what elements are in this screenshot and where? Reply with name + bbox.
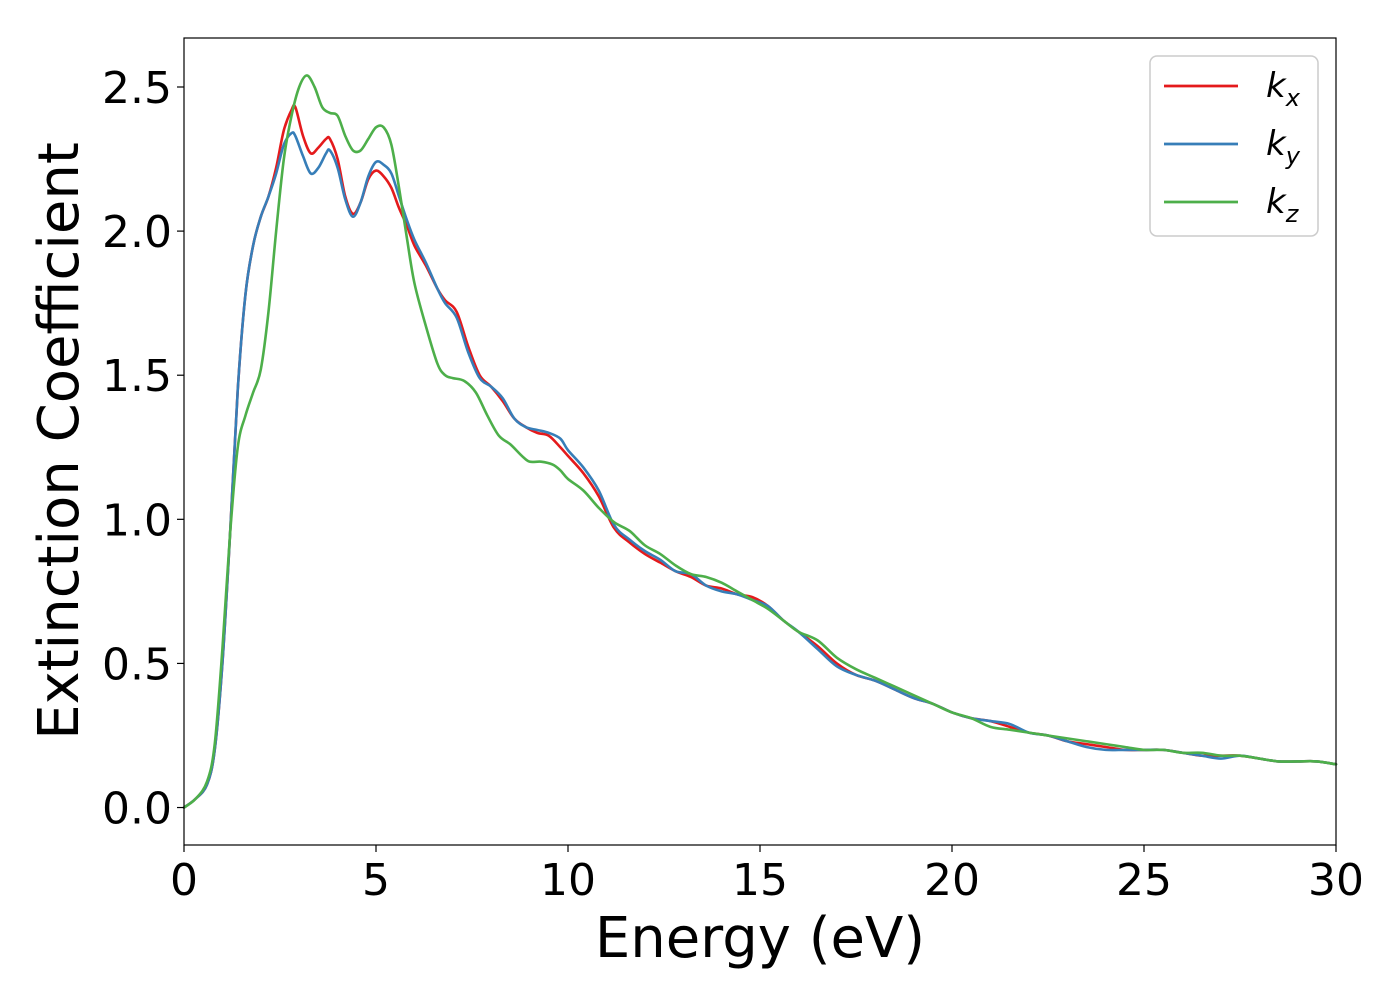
legend-label-x: kx <box>1266 66 1301 112</box>
x-tick-label: 10 <box>540 855 596 906</box>
y-tick-label: 2.5 <box>102 63 172 114</box>
y-axis: 0.0 0.5 1.0 1.5 2.0 2.5 <box>102 63 184 835</box>
x-axis-title: Energy (eV) <box>595 906 925 971</box>
series-layer <box>182 74 1338 809</box>
series-line-z <box>182 74 1338 809</box>
x-tick-label: 20 <box>924 855 980 906</box>
legend-label-z: kz <box>1266 182 1300 228</box>
y-tick-label: 1.5 <box>102 351 172 402</box>
y-tick-label: 0.0 <box>102 784 172 835</box>
y-tick-label: 0.5 <box>102 639 172 690</box>
x-tick-label: 30 <box>1308 855 1364 906</box>
x-axis: 0 5 10 15 20 25 30 <box>170 845 1364 906</box>
y-tick-label: 1.0 <box>102 495 172 546</box>
x-tick-label: 0 <box>170 855 198 906</box>
x-tick-label: 15 <box>732 855 788 906</box>
legend: kx ky kz <box>1149 55 1319 237</box>
legend-box <box>1149 55 1319 237</box>
y-tick-label: 2.0 <box>102 207 172 258</box>
x-tick-label: 25 <box>1116 855 1172 906</box>
x-tick-label: 5 <box>362 855 390 906</box>
y-axis-title: Extinction Coefficient <box>27 142 92 740</box>
legend-label-y: ky <box>1266 124 1301 170</box>
